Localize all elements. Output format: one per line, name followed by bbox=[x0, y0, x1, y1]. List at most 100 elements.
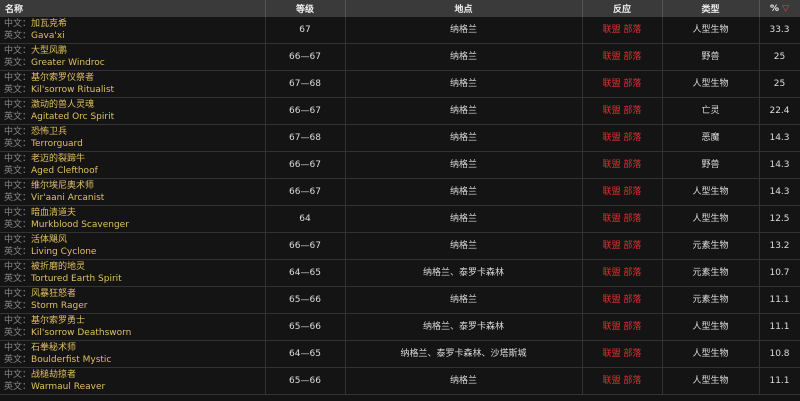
npc-cn-link[interactable]: 激动的兽人灵魂 bbox=[31, 100, 95, 110]
npc-en-link[interactable]: Boulderfist Mystic bbox=[31, 355, 112, 365]
location-cell[interactable]: 纳格兰、泰罗卡森林 bbox=[345, 313, 583, 341]
cn-label: 中文： bbox=[4, 370, 32, 380]
reaction-cell: 联盟 部落 bbox=[582, 205, 663, 233]
location-cell[interactable]: 纳格兰 bbox=[345, 205, 583, 233]
level-cell: 64—65 bbox=[265, 259, 346, 287]
npc-en-link[interactable]: Storm Rager bbox=[31, 301, 88, 311]
table-row[interactable]: 中文：激动的兽人灵魂 英文：Agitated Orc Spirit 66—67 … bbox=[0, 97, 800, 125]
npc-cn-link[interactable]: 基尔索罗勇士 bbox=[31, 316, 86, 326]
name-cell: 中文：大型风鹏 英文：Greater Windroc bbox=[0, 43, 266, 71]
level-cell: 65—66 bbox=[265, 367, 346, 395]
cn-label: 中文： bbox=[4, 73, 32, 83]
cn-label: 中文： bbox=[4, 262, 32, 272]
level-cell: 67 bbox=[265, 17, 346, 44]
npc-en-link[interactable]: Living Cyclone bbox=[31, 247, 97, 257]
type-cell: 元素生物 bbox=[662, 232, 760, 260]
level-cell: 64—65 bbox=[265, 340, 346, 368]
npc-en-link[interactable]: Kil'sorrow Ritualist bbox=[31, 85, 115, 95]
npc-cn-link[interactable]: 大型风鹏 bbox=[31, 46, 68, 56]
en-label: 英文： bbox=[4, 274, 32, 284]
location-cell[interactable]: 纳格兰 bbox=[345, 124, 583, 152]
location-cell[interactable]: 纳格兰 bbox=[345, 17, 583, 44]
location-cell[interactable]: 纳格兰 bbox=[345, 367, 583, 395]
npc-cn-link[interactable]: 活体飓风 bbox=[31, 235, 68, 245]
en-label: 英文： bbox=[4, 247, 32, 257]
npc-en-link[interactable]: Agitated Orc Spirit bbox=[31, 112, 115, 122]
level-cell: 64 bbox=[265, 205, 346, 233]
npc-en-link[interactable]: Terrorguard bbox=[31, 139, 83, 149]
percent-cell: 13.2 bbox=[759, 232, 800, 260]
location-cell[interactable]: 纳格兰、泰罗卡森林 bbox=[345, 259, 583, 287]
name-cell: 中文：活体飓风 英文：Living Cyclone bbox=[0, 232, 266, 260]
npc-cn-link[interactable]: 被折磨的地灵 bbox=[31, 262, 86, 272]
reaction-cell: 联盟 部落 bbox=[582, 70, 663, 98]
type-cell: 元素生物 bbox=[662, 286, 760, 314]
table-row[interactable]: 中文：暗血清道夫 英文：Murkblood Scavenger 64 纳格兰 联… bbox=[0, 205, 800, 233]
npc-en-link[interactable]: Gava'xi bbox=[31, 31, 65, 41]
npc-cn-link[interactable]: 石拳秘术师 bbox=[31, 343, 77, 353]
reaction-cell: 联盟 部落 bbox=[582, 151, 663, 179]
location-cell[interactable]: 纳格兰 bbox=[345, 70, 583, 98]
percent-cell: 14.3 bbox=[759, 124, 800, 152]
table-row[interactable]: 中文：风暴狂怒者 英文：Storm Rager 65—66 纳格兰 联盟 部落 … bbox=[0, 286, 800, 314]
location-cell[interactable]: 纳格兰 bbox=[345, 178, 583, 206]
cn-label: 中文： bbox=[4, 46, 32, 56]
npc-cn-link[interactable]: 老迈的裂蹄牛 bbox=[31, 154, 86, 164]
header-reaction[interactable]: 反应 bbox=[582, 0, 663, 17]
type-cell: 人型生物 bbox=[662, 17, 760, 44]
table-row[interactable]: 中文：基尔索罗勇士 英文：Kil'sorrow Deathsworn 65—66… bbox=[0, 313, 800, 341]
npc-cn-link[interactable]: 基尔索罗仪祭者 bbox=[31, 73, 95, 83]
location-cell[interactable]: 纳格兰 bbox=[345, 43, 583, 71]
location-cell[interactable]: 纳格兰 bbox=[345, 286, 583, 314]
cn-label: 中文： bbox=[4, 316, 32, 326]
table-row[interactable]: 中文：维尔埃尼奥术师 英文：Vir'aani Arcanist 66—67 纳格… bbox=[0, 178, 800, 206]
table-row[interactable]: 中文：被折磨的地灵 英文：Tortured Earth Spirit 64—65… bbox=[0, 259, 800, 287]
header-name[interactable]: 名称 bbox=[0, 0, 266, 17]
npc-en-link[interactable]: Murkblood Scavenger bbox=[31, 220, 129, 230]
type-cell: 亡灵 bbox=[662, 97, 760, 125]
location-cell[interactable]: 纳格兰 bbox=[345, 232, 583, 260]
npc-cn-link[interactable]: 风暴狂怒者 bbox=[31, 289, 77, 299]
header-location[interactable]: 地点 bbox=[345, 0, 583, 17]
table-row[interactable]: 中文：战槌劫掠者 英文：Warmaul Reaver 65—66 纳格兰 联盟 … bbox=[0, 367, 800, 395]
npc-cn-link[interactable]: 维尔埃尼奥术师 bbox=[31, 181, 95, 191]
npc-cn-link[interactable]: 战槌劫掠者 bbox=[31, 370, 77, 380]
table-row[interactable]: 中文：加瓦克希 英文：Gava'xi 67 纳格兰 联盟 部落 人型生物 33.… bbox=[0, 17, 800, 44]
table-row[interactable]: 中文：石拳秘术师 英文：Boulderfist Mystic 64—65 纳格兰… bbox=[0, 340, 800, 368]
table-row[interactable]: 中文：活体飓风 英文：Living Cyclone 66—67 纳格兰 联盟 部… bbox=[0, 232, 800, 260]
npc-en-link[interactable]: Tortured Earth Spirit bbox=[31, 274, 122, 284]
location-cell[interactable]: 纳格兰 bbox=[345, 151, 583, 179]
name-cell: 中文：基尔索罗仪祭者 英文：Kil'sorrow Ritualist bbox=[0, 70, 266, 98]
type-cell: 人型生物 bbox=[662, 340, 760, 368]
npc-cn-link[interactable]: 恐怖卫兵 bbox=[31, 127, 68, 137]
reaction-cell: 联盟 部落 bbox=[582, 97, 663, 125]
table-row[interactable]: 中文：大型风鹏 英文：Greater Windroc 66—67 纳格兰 联盟 … bbox=[0, 43, 800, 71]
table-row[interactable]: 中文：恐怖卫兵 英文：Terrorguard 67—68 纳格兰 联盟 部落 恶… bbox=[0, 124, 800, 152]
type-cell: 野兽 bbox=[662, 151, 760, 179]
en-label: 英文： bbox=[4, 58, 32, 68]
level-cell: 67—68 bbox=[265, 70, 346, 98]
table-row[interactable]: 中文：老迈的裂蹄牛 英文：Aged Clefthoof 66—67 纳格兰 联盟… bbox=[0, 151, 800, 179]
table-row[interactable]: 中文：基尔索罗仪祭者 英文：Kil'sorrow Ritualist 67—68… bbox=[0, 70, 800, 98]
npc-en-link[interactable]: Warmaul Reaver bbox=[31, 382, 106, 392]
npc-cn-link[interactable]: 加瓦克希 bbox=[31, 19, 68, 29]
npc-en-link[interactable]: Kil'sorrow Deathsworn bbox=[31, 328, 132, 338]
npc-en-link[interactable]: Aged Clefthoof bbox=[31, 166, 98, 176]
type-cell: 野兽 bbox=[662, 43, 760, 71]
header-level[interactable]: 等级 bbox=[265, 0, 346, 17]
location-cell[interactable]: 纳格兰、泰罗卡森林、沙塔斯城 bbox=[345, 340, 583, 368]
cn-label: 中文： bbox=[4, 154, 32, 164]
cn-label: 中文： bbox=[4, 289, 32, 299]
npc-en-link[interactable]: Vir'aani Arcanist bbox=[31, 193, 105, 203]
location-cell[interactable]: 纳格兰 bbox=[345, 97, 583, 125]
header-type[interactable]: 类型 bbox=[662, 0, 760, 17]
reaction-cell: 联盟 部落 bbox=[582, 17, 663, 44]
cn-label: 中文： bbox=[4, 343, 32, 353]
header-percent[interactable]: % ▽ bbox=[759, 0, 800, 17]
percent-cell: 10.7 bbox=[759, 259, 800, 287]
level-cell: 66—67 bbox=[265, 151, 346, 179]
header-percent-label: % bbox=[769, 3, 779, 14]
npc-cn-link[interactable]: 暗血清道夫 bbox=[31, 208, 77, 218]
npc-en-link[interactable]: Greater Windroc bbox=[31, 58, 105, 68]
